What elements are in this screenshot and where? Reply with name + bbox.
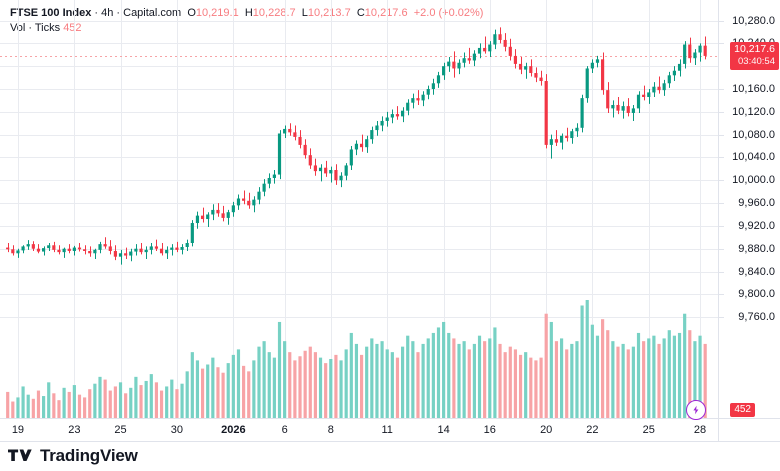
legend-exchange: Capital.com	[123, 7, 182, 19]
price-axis-label: 9,920.0	[738, 219, 775, 232]
chart-legend: FTSE 100 Index · 4h · Capital.com O10,21…	[10, 7, 484, 19]
price-axis-tick	[719, 135, 724, 136]
ohlc-low-label: L	[301, 7, 308, 19]
time-axis[interactable]: 19 23 25 30 2026 6 8 11 14 16 20 22 25 28	[0, 418, 718, 441]
ohlc-close-value: 10,217.6	[364, 7, 408, 19]
price-axis-tick	[719, 272, 724, 273]
chart-gridlines	[0, 0, 718, 418]
current-price-badge[interactable]: 10,217.6 03:40:54	[730, 42, 779, 71]
price-axis-label: 9,840.0	[738, 265, 775, 278]
price-axis-tick	[719, 317, 724, 318]
time-axis-label: 19	[11, 424, 25, 436]
time-axis-label: 28	[693, 424, 707, 436]
ohlc-low-value: 10,213.7	[307, 7, 351, 19]
lightning-bolt-icon[interactable]	[685, 400, 706, 420]
price-axis[interactable]: 10,280.010,240.010,160.010,120.010,080.0…	[718, 0, 780, 418]
legend-symbol[interactable]: FTSE 100 Index	[10, 7, 92, 19]
time-axis-label: 14	[437, 424, 450, 436]
price-axis-label: 10,040.0	[732, 151, 775, 164]
current-price-countdown: 03:40:54	[738, 55, 775, 67]
time-axis-label: 6	[281, 424, 288, 436]
price-axis-tick	[719, 203, 724, 204]
price-axis-tick	[719, 157, 724, 158]
time-axis-label: 11	[381, 424, 393, 436]
time-axis-label: 25	[642, 424, 655, 436]
price-axis-label: 10,160.0	[732, 83, 775, 95]
price-axis-tick	[719, 249, 724, 250]
price-axis-tick	[719, 21, 724, 22]
price-axis-tick	[719, 89, 724, 90]
ohlc-open-value: 10,219.1	[195, 7, 239, 19]
current-price-value: 10,217.6	[734, 43, 775, 56]
bottom-bar: TradingView	[0, 441, 780, 471]
time-axis-label: 20	[540, 424, 553, 436]
tradingview-mark-icon	[8, 449, 32, 462]
volume-legend: Vol · Ticks 452	[10, 21, 82, 36]
ohlc-high-value: 10,228.7	[252, 7, 296, 19]
price-axis-tick	[719, 112, 724, 113]
time-axis-label: 23	[68, 424, 81, 436]
time-axis-label: 30	[170, 424, 184, 436]
volume-legend-title[interactable]: Vol · Ticks	[10, 22, 61, 34]
time-axis-label: 2026	[221, 424, 246, 436]
time-axis-label: 25	[114, 424, 127, 436]
time-axis-label: 16	[483, 424, 496, 436]
price-axis-label: 9,760.0	[738, 311, 775, 324]
price-axis-label: 9,880.0	[738, 242, 775, 255]
price-axis-tick	[719, 43, 724, 44]
price-axis-label: 10,280.0	[732, 14, 775, 27]
price-axis-tick	[719, 226, 724, 227]
volume-value-badge[interactable]: 452	[730, 403, 755, 417]
price-axis-label: 10,120.0	[732, 105, 775, 118]
volume-legend-value: 452	[63, 22, 82, 34]
tradingview-wordmark: TradingView	[40, 446, 138, 465]
chart-plot-area[interactable]	[0, 0, 718, 418]
bolt-glyph	[693, 405, 699, 415]
ohlc-close-label: C	[356, 7, 365, 19]
axis-corner	[718, 418, 780, 441]
time-axis-label: 22	[586, 424, 599, 436]
tradingview-logo[interactable]: TradingView	[8, 446, 138, 466]
candlestick-series	[6, 27, 707, 418]
time-axis-label: 8	[327, 424, 334, 436]
price-axis-label: 9,800.0	[738, 288, 775, 301]
price-axis-tick	[719, 294, 724, 295]
legend-interval[interactable]: 4h	[101, 7, 114, 19]
price-axis-label: 9,960.0	[738, 197, 775, 210]
price-axis-label: 10,080.0	[732, 128, 775, 141]
price-axis-label: 10,000.0	[732, 174, 775, 187]
ohlc-change-value: +2.0 (+0.02%)	[413, 7, 484, 19]
ohlc-high-label: H	[244, 7, 253, 19]
ohlc-open-label: O	[187, 7, 196, 19]
price-axis-tick	[719, 180, 724, 181]
